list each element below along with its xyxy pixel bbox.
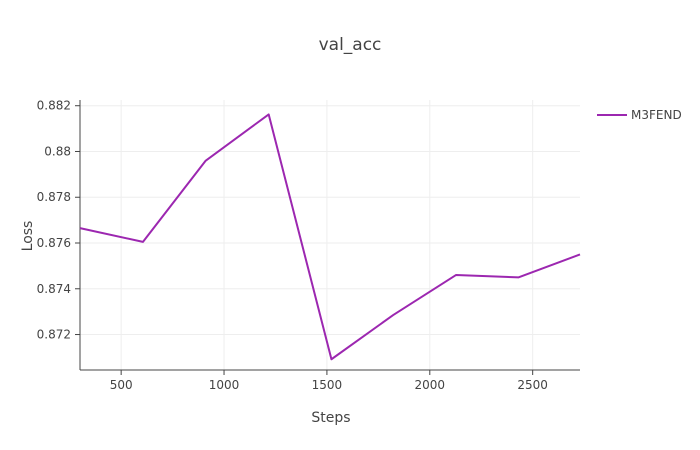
data-point[interactable]: [141, 240, 145, 244]
data-point[interactable]: [578, 252, 582, 256]
y-tick-label: 0.882: [37, 99, 71, 113]
legend[interactable]: M3FEND: [597, 108, 682, 122]
series-layer: [78, 112, 582, 361]
grid: [80, 100, 580, 370]
y-tick-label: 0.876: [37, 236, 71, 250]
data-point[interactable]: [267, 112, 271, 116]
data-point[interactable]: [78, 226, 82, 230]
x-tick-label: 2000: [415, 378, 446, 392]
axes: [79, 100, 580, 371]
x-tick-label: 1500: [312, 378, 343, 392]
data-point[interactable]: [329, 357, 333, 361]
y-tick-label: 0.872: [37, 328, 71, 342]
data-point[interactable]: [454, 273, 458, 277]
x-tick-label: 500: [110, 378, 133, 392]
y-tick-label: 0.874: [37, 282, 71, 296]
y-tick-label: 0.878: [37, 190, 71, 204]
series-line-m3fend[interactable]: [79, 113, 581, 361]
data-point[interactable]: [391, 313, 395, 317]
x-tick-label: 2500: [517, 378, 548, 392]
y-tick-label: 0.88: [44, 144, 71, 158]
chart-title: val_acc: [319, 35, 382, 55]
x-axis-ticks: 500 1000 1500 2000 2500: [110, 370, 548, 392]
y-axis-ticks: 0.872 0.874 0.876 0.878 0.88 0.882: [37, 99, 80, 342]
x-axis-title: Steps: [311, 410, 350, 426]
y-axis-title: Loss: [20, 221, 36, 252]
x-tick-label: 1000: [209, 378, 240, 392]
legend-label-m3fend: M3FEND: [631, 108, 682, 122]
data-point[interactable]: [204, 159, 208, 163]
data-point[interactable]: [517, 275, 521, 279]
